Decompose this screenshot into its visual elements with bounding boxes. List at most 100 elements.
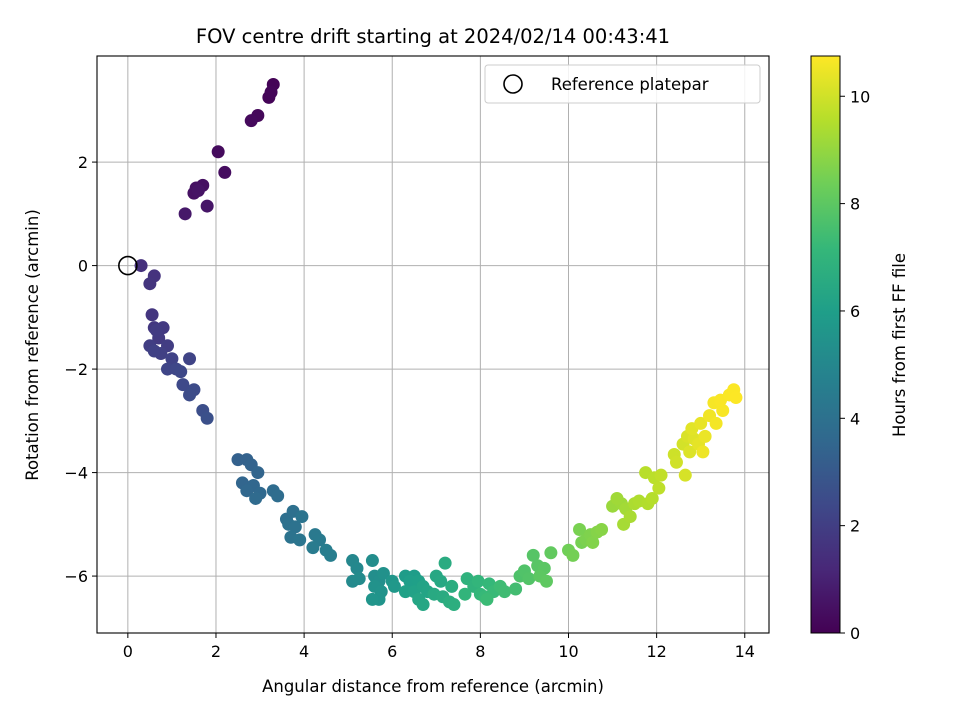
scatter-point xyxy=(251,466,265,480)
x-axis-ticks: 0 2 4 6 8 10 12 14 xyxy=(123,633,755,661)
scatter-point xyxy=(149,323,163,337)
scatter-point xyxy=(352,572,366,586)
scatter-point xyxy=(376,566,390,580)
scatter-point xyxy=(178,207,192,221)
scatter-point xyxy=(293,533,307,547)
x-tick-label: 10 xyxy=(558,642,578,661)
scatter-point xyxy=(654,468,668,482)
scatter-point xyxy=(610,491,624,505)
legend-marker-icon xyxy=(503,74,523,94)
scatter-point xyxy=(240,484,254,498)
scatter-point xyxy=(434,574,448,588)
chart-title: FOV centre drift starting at 2024/02/14 … xyxy=(196,25,670,48)
scatter-point xyxy=(623,510,637,524)
scatter-point xyxy=(324,548,338,562)
scatter-point xyxy=(365,554,379,568)
scatter-point xyxy=(645,491,659,505)
scatter-point xyxy=(218,165,232,179)
scatter-point xyxy=(678,468,692,482)
scatter-point xyxy=(264,85,278,99)
scatter-point xyxy=(416,598,430,612)
legend: Reference platepar xyxy=(484,64,761,104)
scatter-point xyxy=(716,403,730,417)
colorbar-tick-label: 2 xyxy=(850,517,860,536)
legend-box xyxy=(484,64,761,104)
colorbar-tick-label: 4 xyxy=(850,409,860,428)
scatter-point xyxy=(509,582,523,596)
plot-frame xyxy=(96,55,770,634)
y-axis-ticks: −6 −4 −2 0 2 xyxy=(64,153,97,586)
scatter-point xyxy=(526,548,540,562)
scatter-point xyxy=(438,556,452,570)
scatter-point xyxy=(694,416,708,430)
x-tick-label: 12 xyxy=(646,642,666,661)
x-tick-label: 6 xyxy=(387,642,397,661)
y-tick-label: 2 xyxy=(78,153,88,172)
scatter-point xyxy=(539,574,553,588)
colorbar-tick-label: 10 xyxy=(850,87,870,106)
scatter-point xyxy=(183,352,197,366)
scatter-point xyxy=(729,391,743,405)
y-tick-label: −6 xyxy=(64,567,88,586)
legend-entry-reference-platepar: Reference platepar xyxy=(551,75,709,94)
y-tick-label: −4 xyxy=(64,464,88,483)
scatter-point xyxy=(683,445,697,459)
scatter-point xyxy=(295,510,309,524)
scatter-point xyxy=(480,592,494,606)
scatter-point xyxy=(709,416,723,430)
x-tick-label: 8 xyxy=(475,642,485,661)
scatter-point xyxy=(200,411,214,425)
scatter-point xyxy=(652,481,666,495)
y-tick-label: −2 xyxy=(64,360,88,379)
scatter-point xyxy=(471,574,485,588)
scatter-point xyxy=(244,114,258,128)
colorbar-tick-label: 0 xyxy=(850,624,860,643)
grid xyxy=(97,56,769,633)
scatter-point xyxy=(522,572,536,586)
colorbar: 0 2 4 6 8 10 Hours from first FF file xyxy=(810,55,909,643)
scatter-point xyxy=(698,429,712,443)
x-tick-label: 2 xyxy=(211,642,221,661)
scatter-point xyxy=(365,592,379,606)
scatter-point xyxy=(458,587,472,601)
scatter-point xyxy=(445,579,459,593)
scatter-point xyxy=(498,585,512,599)
scatter-point xyxy=(249,491,263,505)
scatter-point xyxy=(566,548,580,562)
colorbar-ticks: 0 2 4 6 8 10 xyxy=(840,87,870,643)
scatter-point xyxy=(147,344,161,358)
scatter-point xyxy=(306,541,320,555)
reference-platepar-marker xyxy=(118,255,138,276)
scatter-point xyxy=(200,199,214,213)
scatter-point xyxy=(696,445,710,459)
scatter-point xyxy=(174,365,188,379)
colorbar-label: Hours from first FF file xyxy=(890,253,909,437)
scatter-point xyxy=(271,489,285,503)
scatter-points xyxy=(134,77,743,612)
colorbar-tick-label: 8 xyxy=(850,195,860,214)
scatter-point xyxy=(211,145,225,159)
y-tick-label: 0 xyxy=(78,257,88,276)
x-tick-label: 4 xyxy=(299,642,309,661)
scatter-point xyxy=(595,523,609,537)
scatter-point xyxy=(350,561,364,575)
x-axis-label: Angular distance from reference (arcmin) xyxy=(262,677,604,696)
scatter-point xyxy=(145,308,159,322)
scatter-point xyxy=(586,535,600,549)
colorbar-tick-label: 6 xyxy=(850,302,860,321)
scatter-point xyxy=(191,184,205,198)
scatter-point xyxy=(447,598,461,612)
scatter-point xyxy=(143,277,157,291)
colorbar-gradient xyxy=(810,55,841,634)
scatter-point xyxy=(134,259,148,273)
y-axis-label: Rotation from reference (arcmin) xyxy=(23,209,42,481)
scatter-point xyxy=(573,523,587,537)
scatter-point xyxy=(288,520,302,534)
x-tick-label: 0 xyxy=(123,642,133,661)
scatter-point xyxy=(544,546,558,560)
scatter-point xyxy=(669,455,683,469)
scatter-point xyxy=(165,352,179,366)
scatter-point xyxy=(387,579,401,593)
x-tick-label: 14 xyxy=(735,642,755,661)
